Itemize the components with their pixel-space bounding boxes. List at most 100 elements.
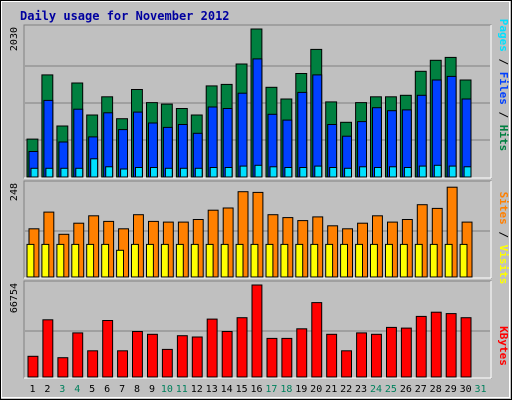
x-tick-label: 12: [191, 384, 203, 395]
sites-bar: [295, 243, 304, 278]
x-tick-label: 19: [295, 384, 307, 395]
x-tick-label: 16: [250, 384, 262, 395]
pages-bar: [224, 167, 233, 178]
files-bar: [416, 94, 427, 178]
kbytes-bar: [445, 313, 457, 378]
sites-bar: [101, 243, 110, 278]
sites-bar: [429, 243, 438, 278]
sites-bar: [205, 243, 214, 278]
pages-bar: [329, 167, 338, 178]
files-bar: [297, 91, 308, 178]
pages-bar: [194, 167, 203, 178]
pages-bar: [120, 168, 128, 178]
files-bar: [43, 99, 54, 178]
legend-separator: /: [497, 105, 510, 125]
files-bar: [461, 98, 472, 178]
sites-bar: [41, 243, 50, 278]
x-tick-label: 30: [460, 384, 472, 395]
kbytes-bar: [341, 350, 353, 378]
x-axis-day-labels: 1 2 3 4 5 6 7 8 9 10 11 12 13 14 15 16 17 18 19 20 21 22 23 24 2…: [29, 384, 486, 395]
kbytes-bar: [251, 284, 263, 378]
panel-hits: 2030: [9, 24, 492, 179]
pages-bar: [209, 167, 218, 178]
pages-bar: [179, 167, 188, 178]
chart-panels: 2030 248 66754 Pages / Files / Hits Sites / …: [9, 19, 510, 379]
pages-bar: [463, 166, 472, 178]
pages-bar: [164, 167, 173, 178]
y-max-label: 248: [9, 183, 20, 201]
y-max-label: 2030: [9, 27, 20, 51]
x-tick-label: 7: [119, 384, 125, 395]
pages-bar: [389, 166, 397, 178]
sites-bar: [71, 243, 80, 278]
kbytes-bar: [176, 335, 188, 378]
legend-kbytes: KBytes: [497, 326, 510, 366]
kbytes-bar: [161, 348, 173, 378]
sites-bar: [355, 243, 364, 278]
pages-bar: [299, 167, 308, 178]
kbytes-bar: [326, 333, 338, 378]
sites-bar: [459, 243, 468, 278]
legend-separator: /: [497, 52, 510, 72]
kbytes-bar: [400, 327, 412, 378]
kbytes-bar: [236, 317, 248, 378]
panel-visits: 248: [9, 180, 492, 279]
sites-bar: [26, 243, 35, 278]
sites-bar: [146, 243, 154, 278]
files-bar: [252, 58, 263, 178]
legend-label-group: Pages / Files / Hits: [497, 19, 510, 152]
kbytes-bar: [281, 337, 293, 378]
chart-title: Daily usage for November 2012: [20, 9, 230, 23]
x-tick-label: 27: [415, 384, 427, 395]
files-bar: [237, 92, 248, 178]
kbytes-bar: [356, 332, 368, 378]
sites-bar: [190, 243, 199, 278]
x-tick-label: 8: [134, 384, 140, 395]
pages-bar: [403, 167, 412, 178]
panel-kbytes: 66754: [9, 280, 492, 379]
kbytes-bar: [132, 331, 143, 378]
pages-bar: [45, 167, 54, 178]
bevel-highlight: [1, 1, 510, 398]
x-tick-label: 13: [206, 384, 218, 395]
kbytes-bar: [102, 320, 114, 378]
sites-bar: [175, 243, 184, 278]
x-tick-label: 17: [265, 384, 277, 395]
x-tick-label: 14: [221, 384, 233, 395]
kbytes-bar: [42, 319, 54, 378]
legend-pages: Pages: [497, 19, 510, 52]
files-bar: [312, 74, 323, 178]
sites-bar: [444, 243, 453, 278]
pages-bar: [254, 164, 263, 178]
files-bar: [401, 109, 412, 178]
x-tick-label: 20: [310, 384, 322, 395]
pages-bar: [359, 166, 368, 178]
sites-bar: [399, 243, 408, 278]
kbytes-bar: [266, 337, 278, 378]
sites-bar: [250, 243, 259, 278]
sites-bar: [265, 243, 274, 278]
x-tick-label: 11: [176, 384, 188, 395]
legend-sites: Sites: [497, 192, 510, 225]
files-bar: [222, 108, 233, 178]
pages-bar: [150, 167, 158, 178]
x-tick-label: 4: [74, 384, 80, 395]
pages-bar: [269, 166, 278, 178]
kbytes-bar: [460, 317, 472, 378]
kbytes-bar: [311, 302, 323, 378]
pages-bar: [418, 165, 427, 178]
x-tick-label: 9: [149, 384, 155, 395]
x-tick-label: 15: [236, 384, 248, 395]
pages-bar: [135, 167, 143, 178]
x-tick-label: 29: [445, 384, 457, 395]
pages-bar: [433, 164, 442, 178]
sites-bar: [370, 243, 378, 278]
files-bar: [73, 108, 84, 178]
x-tick-label: 26: [400, 384, 412, 395]
pages-bar: [344, 167, 353, 178]
kbytes-bar: [57, 357, 69, 378]
pages-bar: [239, 165, 248, 178]
x-tick-label: 25: [385, 384, 397, 395]
sites-bar: [235, 243, 244, 278]
pages-bar: [448, 165, 457, 178]
